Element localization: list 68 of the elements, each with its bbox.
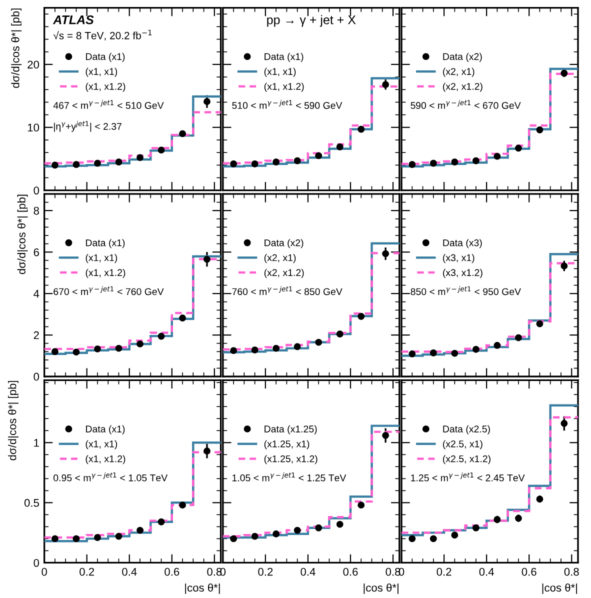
legend-label: (x1.25, x1.2) <box>264 455 318 464</box>
legend-label: Data (x3) <box>443 239 482 248</box>
x-tick-label: 0.4 <box>479 568 494 576</box>
legend-label: (x1, x1) <box>86 440 118 450</box>
annotation: |η$^{γ}$+y$^{jet1}$| < 2.37 <box>54 120 122 132</box>
x-tick-label: 0.2 <box>436 568 452 576</box>
y-tick-label: 0.5 <box>24 498 39 507</box>
legend-label: (x2, x1.2) <box>264 268 304 278</box>
x-tick-label: 0.6 <box>343 568 358 576</box>
y-tick-label: 4 <box>34 290 40 298</box>
legend-label: (x1.25, x1) <box>264 440 310 450</box>
x-tick-label: 0.6 <box>164 568 180 576</box>
legend-label: (x1, x1.2) <box>86 455 126 464</box>
legend-label: (x3, x1) <box>443 254 474 264</box>
y-tick-label: 0 <box>34 372 40 381</box>
legend-label: (x1, x1.2) <box>264 82 304 92</box>
x-tick-label: 0.2 <box>80 568 94 576</box>
annotation: 1.05 < m$^{γ−jet1}$ < 1.25 TeV <box>232 472 346 482</box>
annotation: 590 < m$^{γ−jet1}$ < 670 GeV <box>410 100 521 109</box>
annotation: 0.95 < m$^{γ−jet1}$ < 1.05 TeV <box>54 472 168 482</box>
y-tick-label: 0 <box>34 558 40 567</box>
text: pp → γ + jet + X <box>267 15 356 27</box>
text: √s = 8 TeV, 20.2 fb$^{−1}$ <box>53 30 152 41</box>
legend-label: Data (x1) <box>86 239 125 248</box>
legend-label: Data (x1) <box>86 425 125 434</box>
legend-label: (x2.5, x1) <box>443 440 482 450</box>
x-axis-title: |cos θ*| <box>364 583 398 594</box>
x-tick-label: 0.4 <box>300 568 316 576</box>
x-tick-label: 0.8 <box>564 568 579 576</box>
legend-label: (x1, x1.2) <box>86 82 126 92</box>
legend-label: (x1, x1) <box>86 254 118 264</box>
y-axis-title: dσ/d|cos θ*| [pb] <box>17 194 28 274</box>
x-tick-label: 0.4 <box>122 568 137 576</box>
legend-label: (x1, x1) <box>86 68 118 77</box>
chart-title: ATLAS <box>52 15 94 24</box>
legend-label: (x2, x1.2) <box>443 82 482 92</box>
y-tick-label: 6 <box>34 248 39 256</box>
y-tick-label: 10 <box>28 124 40 132</box>
x-tick-label: 0.6 <box>522 568 536 576</box>
y-tick-label: 8 <box>34 206 39 215</box>
legend-label: Data (x2) <box>264 239 304 248</box>
y-axis-title: dσ/d|cos θ*| [pb] <box>8 380 18 460</box>
annotation: 670 < m$^{γ−jet1}$ < 760 GeV <box>54 286 164 296</box>
legend-label: (x2.5, x1.2) <box>443 455 490 464</box>
legend-label: (x1, x1) <box>264 68 296 77</box>
annotation: 760 < m$^{γ−jet1}$ < 850 GeV <box>232 286 342 296</box>
legend-label: Data (x2.5) <box>443 425 490 434</box>
x-axis-title: |cos θ*| <box>542 583 578 594</box>
annotation: 1.25 < m$^{γ−jet1}$ < 2.45 TeV <box>411 472 525 482</box>
x-axis-title: |cos θ*| <box>185 583 220 594</box>
legend-label: (x1, x1.2) <box>86 268 126 278</box>
y-tick-label: 0 <box>34 186 40 194</box>
annotation: 467 < m$^{γ−jet1}$ < 510 GeV <box>53 100 164 109</box>
legend-label: (x2, x1) <box>443 68 474 77</box>
annotation: 850 < m$^{γ−jet1}$ < 950 GeV <box>410 286 521 296</box>
legend-label: (x3, x1.2) <box>443 268 482 278</box>
y-tick-label: 2 <box>34 331 39 340</box>
annotation: 510 < m$^{γ−jet1}$ < 590 GeV <box>232 100 342 109</box>
legend-label: Data (x1) <box>264 52 304 62</box>
legend-label: Data (x1.25) <box>264 425 317 434</box>
y-axis-title: dσ/d|cos θ*| [pb] <box>11 8 22 88</box>
legend-label: Data (x2) <box>443 52 482 62</box>
legend-label: Data (x1) <box>86 52 125 62</box>
x-tick-label: 0.2 <box>258 568 273 576</box>
y-tick-label: 20 <box>28 60 40 69</box>
legend-label: (x2, x1) <box>264 254 296 264</box>
x-tick-label: 0 <box>42 568 47 576</box>
y-tick-label: 1 <box>34 439 39 447</box>
